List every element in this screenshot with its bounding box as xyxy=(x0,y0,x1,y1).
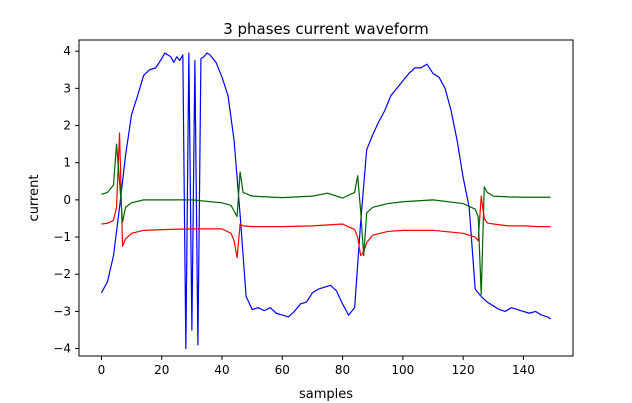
y-tick-label: −4 xyxy=(53,342,71,356)
x-tick-label: 140 xyxy=(512,363,535,377)
x-tick-label: 0 xyxy=(98,363,106,377)
x-tick-label: 120 xyxy=(452,363,475,377)
plot-frame xyxy=(78,39,574,357)
y-tick-label: 4 xyxy=(63,44,71,58)
y-tick-label: −2 xyxy=(53,267,71,281)
series-line-phase-c xyxy=(101,143,551,296)
x-tick-label: 60 xyxy=(275,363,290,377)
y-tick-label: −3 xyxy=(53,304,71,318)
y-tick-label: 3 xyxy=(63,81,71,95)
plot-area xyxy=(79,40,573,356)
series-line-phase-a xyxy=(100,52,551,350)
chart-title: 3 phases current waveform xyxy=(223,20,429,38)
y-tick-label: 1 xyxy=(63,156,71,170)
x-tick-label: 20 xyxy=(154,363,169,377)
y-axis-label: current xyxy=(27,175,42,222)
x-tick-label: 80 xyxy=(335,363,350,377)
x-axis-ticks: 0 20 40 60 80 100 120 140 xyxy=(98,356,535,377)
series-line-phase-b xyxy=(101,132,551,259)
y-tick-label: 2 xyxy=(63,119,71,133)
x-axis-label: samples xyxy=(299,387,353,402)
x-tick-label: 40 xyxy=(214,363,229,377)
y-axis-ticks: −4 −3 −2 −1 0 1 2 3 4 xyxy=(53,44,79,356)
y-tick-label: −1 xyxy=(53,230,71,244)
y-tick-label: 0 xyxy=(63,193,71,207)
series-layer xyxy=(100,52,551,350)
x-tick-label: 100 xyxy=(391,363,414,377)
